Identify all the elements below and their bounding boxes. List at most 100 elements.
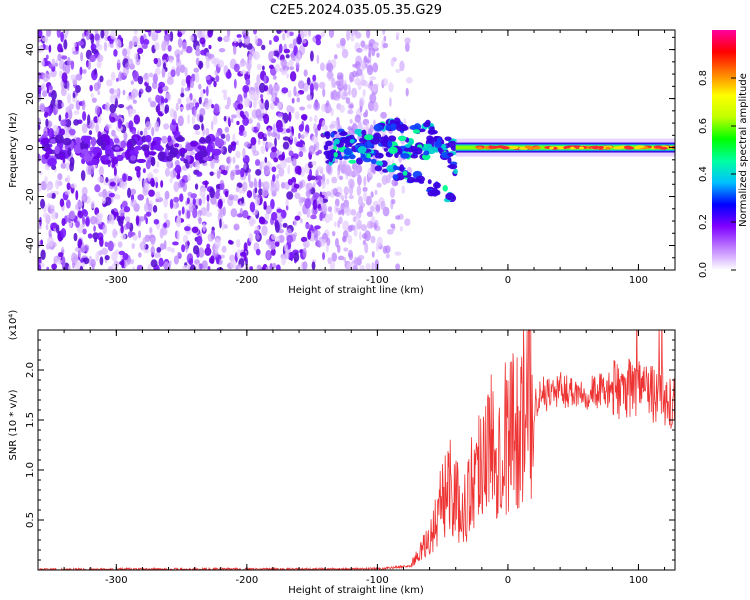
heatmap-cell [347,225,353,233]
heatmap-cell [532,146,542,150]
heatmap-cell [116,58,121,64]
heatmap-cell [142,74,149,80]
heatmap-cell [177,37,183,48]
heatmap-cell [280,181,286,189]
heatmap-cell [376,52,380,58]
heatmap-cell [217,59,225,69]
heatmap-cell [82,69,87,75]
heatmap-cell [68,128,76,136]
heatmap-cell [374,152,384,159]
heatmap-cell [177,115,184,127]
heatmap-cell [297,80,305,90]
heatmap-cell [113,112,118,119]
heatmap-cell [188,258,194,266]
heatmap-cell [312,199,318,211]
heatmap-cell [40,249,46,261]
heatmap-cell [363,55,368,64]
heatmap-cell [48,92,52,97]
heatmap-cell [232,44,237,56]
y-tick-label: 20 [25,92,36,105]
heatmap-cell [142,43,148,50]
heatmap-cell [45,223,49,231]
heatmap-cell [288,251,295,260]
heatmap-cell [155,146,165,152]
heatmap-cell [369,84,373,91]
heatmap-cell [168,260,172,266]
heatmap-cell [316,175,323,181]
heatmap-cell [222,206,226,216]
heatmap-cell [56,30,61,38]
heatmap-cell [80,243,86,254]
heatmap-cell [302,261,308,270]
heatmap-cell [149,226,153,234]
heatmap-cell [87,233,93,239]
heatmap-cell [259,93,264,99]
heatmap-cell [329,124,335,129]
heatmap-cell [157,151,166,162]
heatmap-cell [365,262,371,270]
heatmap-cell [113,166,117,177]
heatmap-cell [130,154,137,161]
heatmap-cell [201,123,204,131]
heatmap-cell [326,237,331,246]
heatmap-cell [155,191,161,200]
heatmap-cell [182,182,188,193]
heatmap-cell [348,194,354,200]
heatmap-cell [107,240,114,252]
heatmap-cell [299,139,304,148]
heatmap-cell [261,225,268,236]
heatmap-cell [75,85,81,93]
heatmap-cell [233,78,237,89]
heatmap-cell [300,113,308,121]
heatmap-cell [272,75,277,80]
heatmap-cell [273,83,281,93]
heatmap-cell [328,30,335,39]
colorbar-tick-label: 0.2 [698,214,709,230]
heatmap-cell [150,259,158,268]
heatmap-cell [163,261,170,270]
heatmap-cell [293,183,300,189]
heatmap-cell [389,123,397,131]
heatmap-cell [331,176,338,184]
heatmap-cell [61,55,68,60]
heatmap-cell [220,133,226,139]
heatmap-cell [143,248,150,254]
heatmap-cell [189,77,195,89]
heatmap-cell [356,68,363,77]
heatmap-cell [57,252,64,258]
heatmap-cell [264,156,268,163]
heatmap-cell [155,181,159,189]
heatmap-cell [99,236,104,248]
heatmap-cell [236,238,241,248]
heatmap-cell [95,123,99,133]
heatmap-cell [130,80,134,85]
heatmap-cell [89,84,93,92]
heatmap-cell [202,194,206,205]
heatmap-cell [333,221,337,228]
heatmap-cell [276,174,280,180]
heatmap-cell [290,106,295,114]
heatmap-cell [247,69,251,76]
heatmap-cell [336,72,344,80]
heatmap-cell [374,165,383,172]
snr-axes: -300 -200 -100 0 100 0.5 1.0 1.5 2.0 [25,330,675,586]
heatmap-cell [315,141,320,151]
heatmap-cell [150,246,156,256]
heatmap-cell [444,136,452,142]
heatmap-cell [253,30,257,35]
heatmap-cell [155,105,159,113]
heatmap-cell [193,106,197,118]
heatmap-cell [190,140,199,147]
heatmap-cell [82,216,86,225]
heatmap-cell [338,175,344,181]
heatmap-cell [186,210,191,219]
heatmap-cell [374,222,377,230]
heatmap-cell [432,182,441,189]
heatmap-cell [195,57,200,66]
heatmap-cell [173,196,180,203]
heatmap-cell [242,147,246,159]
heatmap-cell [272,174,276,182]
heatmap-cell [218,47,226,53]
heatmap-cell [313,143,317,152]
heatmap-cell [62,62,66,72]
